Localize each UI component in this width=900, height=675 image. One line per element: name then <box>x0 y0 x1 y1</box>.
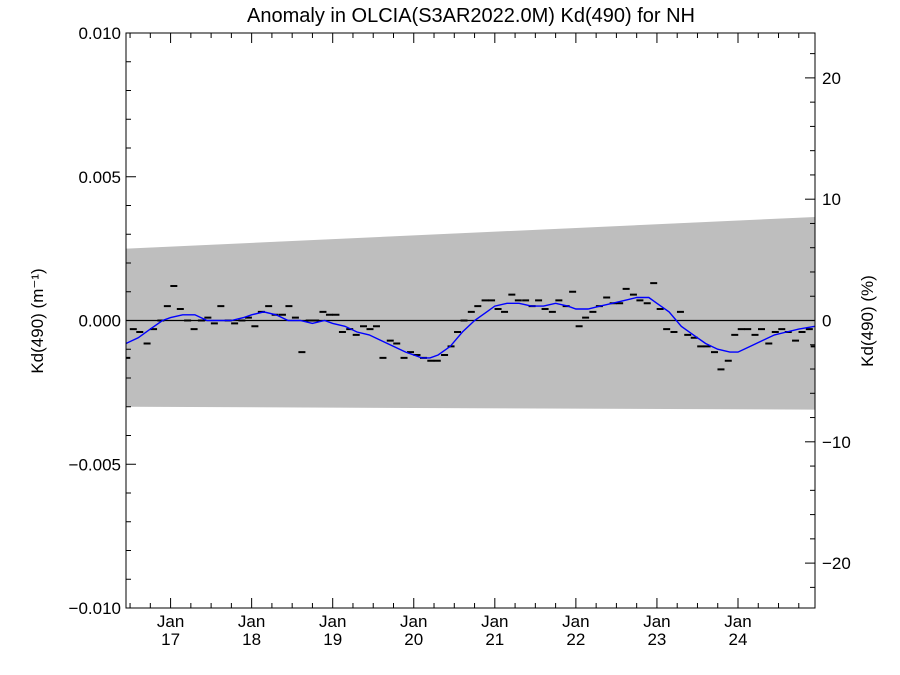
x-tick-year: 19 <box>323 630 342 649</box>
x-tick-year: 22 <box>566 630 585 649</box>
x-tick-year: 21 <box>485 630 504 649</box>
x-tick-year: 24 <box>729 630 748 649</box>
x-tick-month: Jan <box>319 612 346 631</box>
left-tick-label: 0.010 <box>78 24 121 43</box>
left-tick-label: 0.000 <box>78 312 121 331</box>
x-tick-month: Jan <box>724 612 751 631</box>
axes: 0.010 0.005 0.000 −0.005 −0.010 20 10 0 −10 −20 Ja… <box>69 24 851 649</box>
y-axis-right-label: Kd(490) (%) <box>858 275 877 367</box>
x-tick-month: Jan <box>157 612 184 631</box>
left-tick-label: −0.005 <box>69 455 121 474</box>
x-tick-year: 23 <box>647 630 666 649</box>
left-tick-label: 0.005 <box>78 168 121 187</box>
left-tick-label: −0.010 <box>69 599 121 618</box>
right-tick-label: 20 <box>822 69 841 88</box>
right-tick-label: −20 <box>822 554 851 573</box>
right-tick-label: −10 <box>822 433 851 452</box>
x-tick-month: Jan <box>238 612 265 631</box>
x-tick-month: Jan <box>481 612 508 631</box>
chart-title: Anomaly in OLCIA(S3AR2022.0M) Kd(490) fo… <box>247 5 695 27</box>
x-tick-year: 20 <box>404 630 423 649</box>
uncertainty-band <box>126 217 815 410</box>
x-tick-month: Jan <box>643 612 670 631</box>
x-tick-year: 18 <box>242 630 261 649</box>
x-tick-month: Jan <box>562 612 589 631</box>
smoothed-line <box>126 296 815 359</box>
x-tick-year: 17 <box>161 630 180 649</box>
right-tick-label: 10 <box>822 190 841 209</box>
right-tick-label: 0 <box>822 312 831 331</box>
plot-area <box>126 217 815 410</box>
x-tick-month: Jan <box>400 612 427 631</box>
plot-inner <box>126 217 815 410</box>
y-axis-left-label: Kd(490) (m⁻¹) <box>28 268 47 373</box>
